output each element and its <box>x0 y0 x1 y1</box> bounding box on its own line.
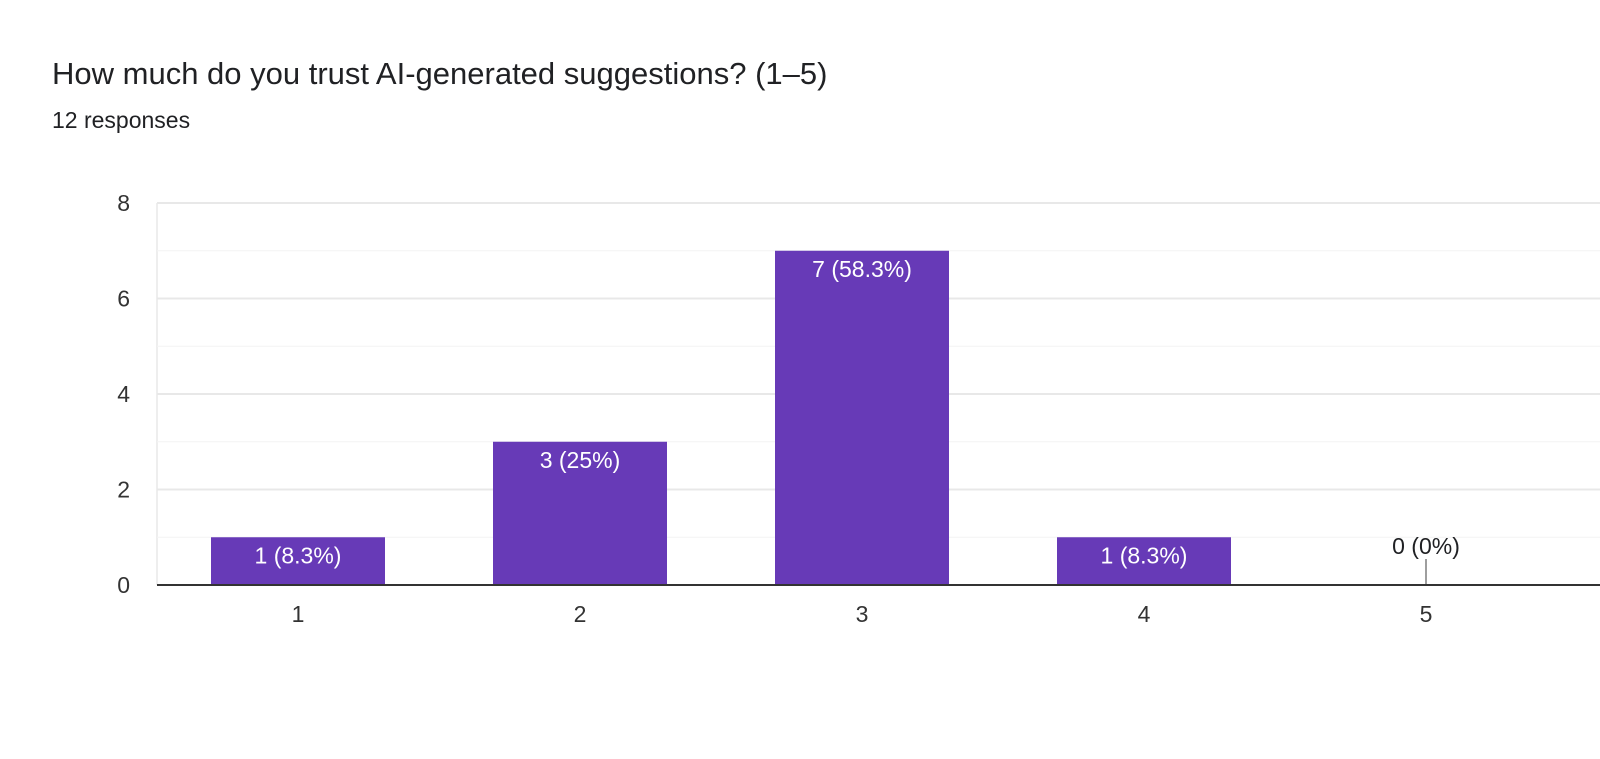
data-label: 1 (8.3%) <box>255 542 342 568</box>
x-tick-label: 4 <box>1138 601 1151 627</box>
data-label: 7 (58.3%) <box>812 256 912 282</box>
bar-2 <box>493 441 667 585</box>
x-axis-ticks: 1 2 3 4 5 <box>292 601 1433 627</box>
data-label: 1 (8.3%) <box>1101 542 1188 568</box>
y-tick-label: 8 <box>117 190 130 216</box>
bar-4 <box>1057 537 1231 585</box>
x-tick-label: 1 <box>292 601 305 627</box>
y-tick-label: 0 <box>117 572 130 598</box>
y-tick-label: 6 <box>117 286 130 312</box>
data-label: 3 (25%) <box>540 447 621 473</box>
bar-3 <box>775 250 949 585</box>
x-tick-label: 3 <box>856 601 869 627</box>
x-tick-label: 2 <box>574 601 587 627</box>
x-tick-label: 5 <box>1420 601 1433 627</box>
y-tick-label: 2 <box>117 477 130 503</box>
bar-1 <box>211 537 385 585</box>
data-label: 0 (0%) <box>1392 533 1460 559</box>
question-title: How much do you trust AI-generated sugge… <box>52 56 828 91</box>
y-axis-ticks: 0 2 4 6 8 <box>117 190 130 598</box>
response-count: 12 responses <box>52 107 191 133</box>
bars: 1 (8.3%) 3 (25%) 7 (58.3%) 1 (8.3%) 0 (0%) <box>211 250 1460 585</box>
y-tick-label: 4 <box>117 381 130 407</box>
